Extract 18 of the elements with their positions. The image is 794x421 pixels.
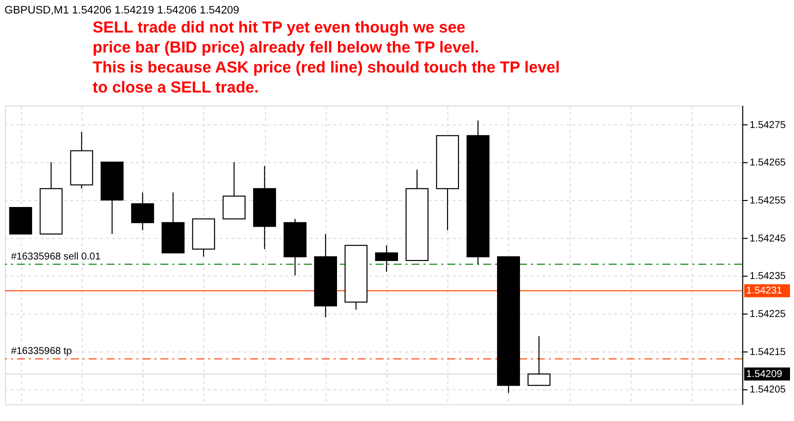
y-tick-label: 1.54245 — [750, 233, 786, 244]
ref-line-label: 1.54231 — [746, 286, 783, 297]
y-tick-label: 1.54235 — [750, 271, 786, 282]
candlestick — [222, 162, 246, 220]
y-tick-label: 1.54275 — [750, 120, 786, 131]
candlestick — [131, 192, 154, 231]
ref-line-label: #16335968 sell 0.01 — [10, 251, 102, 262]
y-tick-label: 1.54205 — [750, 384, 786, 396]
candlestick — [528, 336, 550, 386]
y-tick-label: 1.54215 — [750, 346, 786, 358]
chart-title: GBPUSD,M1 1.54206 1.54219 1.54206 1.54209 — [4, 4, 240, 17]
y-tick-label: 1.54255 — [750, 195, 786, 206]
y-tick-label: 1.54265 — [750, 158, 786, 169]
y-tick-label: 1.54225 — [750, 308, 786, 320]
ref-line-label: #16335968 tp — [10, 346, 72, 357]
ref-line-label: 1.54209 — [746, 368, 783, 380]
candlestick — [375, 244, 398, 272]
text: SELL trade did not hit TP yet even though we see price bar (BID price) already fell below the TP level. This is because ASK price (red line) should touch the TP level to close a SELL trade. — [92, 20, 560, 96]
